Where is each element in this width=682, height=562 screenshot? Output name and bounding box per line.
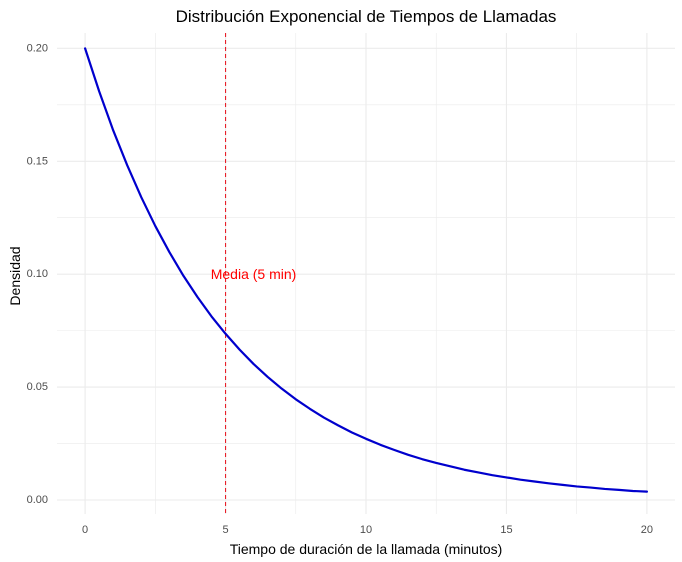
chart-title: Distribución Exponencial de Tiempos de L…	[176, 7, 557, 26]
major-gridlines	[57, 33, 675, 514]
x-tick-label: 0	[82, 524, 88, 536]
y-tick-label: 0.05	[27, 381, 48, 393]
x-axis-tick-labels: 0 5 10 15 20	[82, 524, 653, 536]
x-tick-label: 10	[360, 524, 372, 536]
y-tick-label: 0.20	[27, 42, 48, 54]
series-layer	[83, 47, 649, 493]
x-tick-label: 15	[500, 524, 512, 536]
y-tick-label: 0.15	[27, 155, 48, 167]
y-axis-tick-labels: 0.00 0.05 0.10 0.15 0.20	[27, 42, 48, 506]
mean-annotation-label: Media (5 min)	[211, 266, 297, 282]
y-axis-label: Densidad	[7, 246, 23, 305]
x-tick-label: 20	[641, 524, 653, 536]
y-tick-label: 0.00	[27, 494, 48, 506]
density-curve-line	[83, 47, 649, 493]
y-tick-label: 0.10	[27, 268, 48, 280]
x-tick-label: 5	[222, 524, 228, 536]
x-axis-label: Tiempo de duración de la llamada (minuto…	[230, 541, 503, 557]
